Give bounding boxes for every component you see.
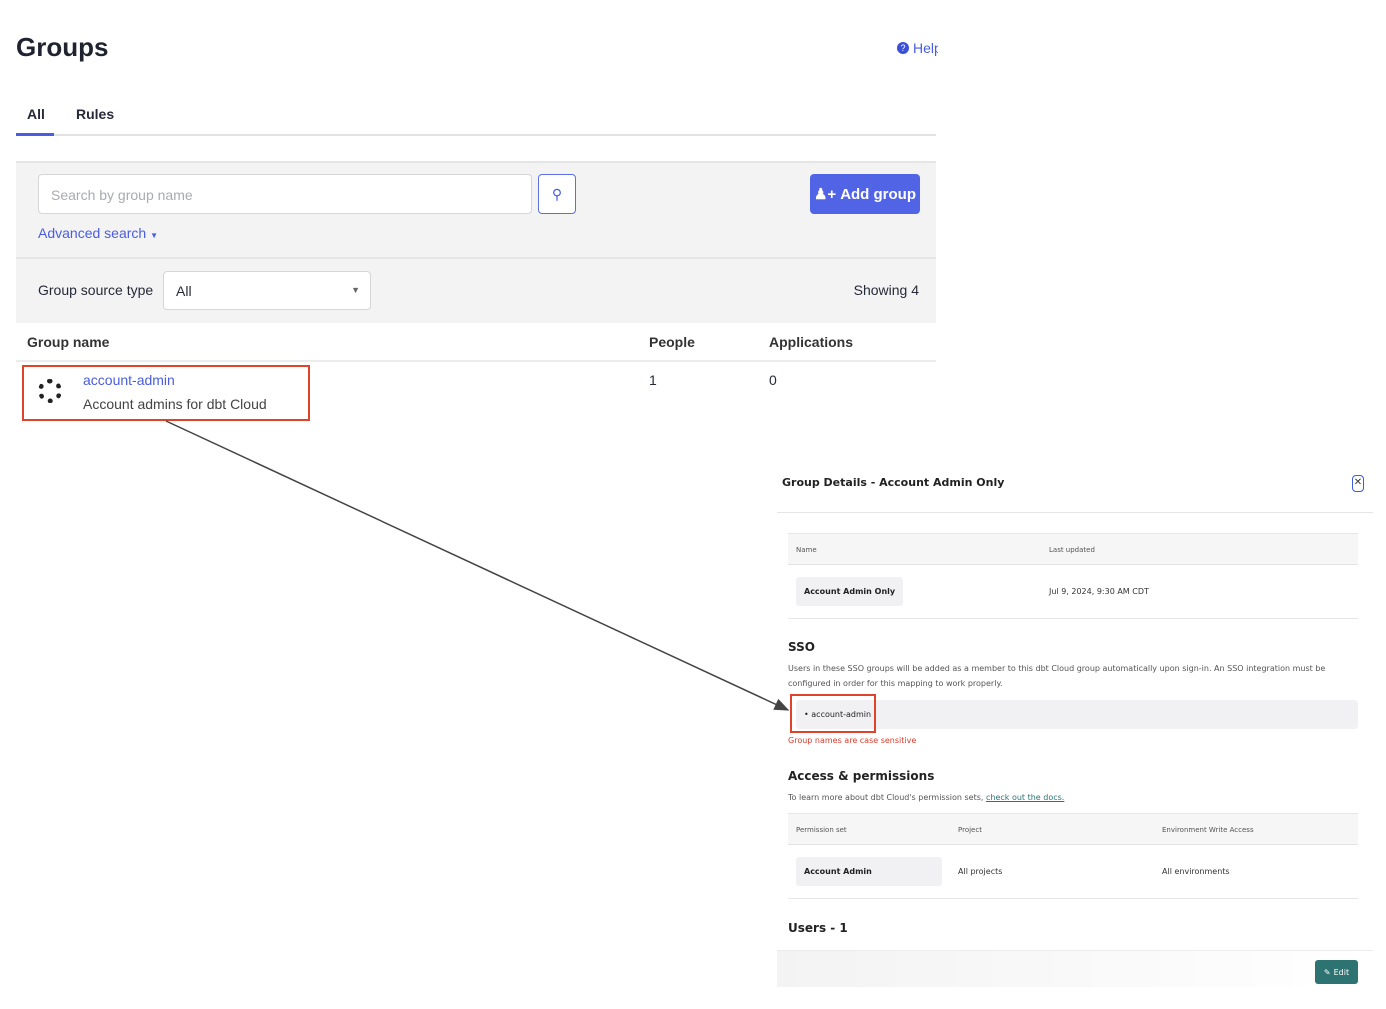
sso-group-item: • account-admin	[804, 710, 872, 719]
access-desc-text: To learn more about dbt Cloud's permissi…	[788, 793, 986, 802]
add-group-label: Add group	[840, 185, 917, 203]
highlight-box	[790, 694, 876, 733]
close-icon: ✕	[1353, 477, 1363, 488]
help-label: Help	[913, 40, 938, 56]
edit-button[interactable]: ✎ Edit	[1315, 960, 1358, 984]
chevron-down-icon: ▼	[351, 285, 360, 295]
applications-count: 0	[769, 372, 777, 388]
sso-description: Users in these SSO groups will be added …	[788, 664, 1326, 688]
advanced-search-link[interactable]: Advanced search ▼	[38, 225, 158, 241]
group-name-link[interactable]: account-admin	[83, 372, 175, 388]
group-description: Account admins for dbt Cloud	[83, 396, 267, 412]
header-people[interactable]: People	[649, 334, 695, 350]
group-source-type-label: Group source type	[38, 282, 154, 298]
sso-group-field[interactable]	[796, 700, 1358, 729]
showing-count: Showing 4	[853, 282, 919, 298]
help-link[interactable]: ? Help	[897, 40, 938, 56]
active-tab-indicator	[16, 133, 54, 136]
header-applications[interactable]: Applications	[769, 334, 854, 350]
divider	[788, 618, 1358, 619]
project-header: Project	[958, 826, 982, 834]
group-source-type-select[interactable]: All ▼	[163, 271, 371, 310]
docs-link[interactable]: check out the docs.	[985, 793, 1065, 802]
details-title: Group Details - Account Admin Only	[782, 476, 1005, 489]
question-icon: ?	[897, 42, 909, 54]
people-count: 1	[649, 372, 657, 388]
search-input[interactable]: Search by group name	[38, 174, 532, 214]
select-value: All	[176, 283, 192, 299]
header-group-name[interactable]: Group name	[27, 334, 110, 350]
divider	[788, 898, 1358, 899]
divider	[16, 360, 936, 362]
details-table-header: Name Last updated	[788, 533, 1358, 565]
tab-divider	[16, 134, 936, 136]
highlight-box	[22, 365, 310, 421]
add-group-button[interactable]: ♟+ Add group	[810, 174, 920, 214]
search-button[interactable]: ⚲	[538, 174, 576, 214]
access-title: Access & permissions	[788, 769, 935, 783]
page-title: Groups	[16, 32, 109, 62]
divider	[16, 257, 936, 259]
last-updated-header: Last updated	[1049, 546, 1095, 554]
sso-title: SSO	[788, 640, 815, 654]
pencil-icon: ✎	[1323, 967, 1331, 977]
tab-rules[interactable]: Rules	[76, 106, 115, 122]
last-updated-value: Jul 9, 2024, 9:30 AM CDT	[1049, 587, 1149, 596]
close-button[interactable]: ✕	[1352, 475, 1364, 492]
group-avatar-icon	[38, 379, 62, 403]
tab-all[interactable]: All	[27, 106, 45, 122]
permission-set-header: Permission set	[796, 826, 847, 834]
env-access-header: Environment Write Access	[1162, 826, 1254, 834]
arrow-line	[165, 420, 790, 711]
advanced-search-label: Advanced search	[38, 225, 147, 241]
permissions-header: Permission set Project Environment Write…	[788, 813, 1358, 845]
group-details-panel: Group Details - Account Admin Only ✕ Nam…	[777, 462, 1373, 987]
env-access-value: All environments	[1162, 867, 1230, 876]
divider	[777, 512, 1373, 513]
name-header: Name	[796, 546, 817, 554]
access-description: To learn more about dbt Cloud's permissi…	[788, 793, 1064, 802]
project-value: All projects	[958, 867, 1003, 876]
sso-warning: Group names are case sensitive	[788, 736, 917, 745]
group-name-chip: Account Admin Only	[796, 577, 904, 606]
caret-down-icon: ▼	[150, 231, 158, 240]
panel-footer	[777, 950, 1373, 987]
add-user-icon: ♟+	[813, 186, 837, 203]
edit-label: Edit	[1333, 967, 1350, 977]
permission-set-chip: Account Admin	[796, 857, 942, 886]
users-title: Users - 1	[788, 921, 848, 935]
search-icon: ⚲	[551, 186, 563, 202]
